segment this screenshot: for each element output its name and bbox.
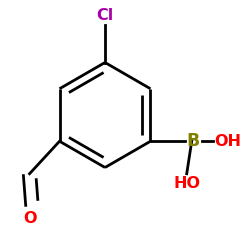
Text: Cl: Cl [96, 8, 114, 22]
Text: HO: HO [173, 176, 200, 191]
Text: B: B [187, 132, 200, 150]
Text: OH: OH [214, 134, 241, 149]
Text: O: O [23, 211, 36, 226]
